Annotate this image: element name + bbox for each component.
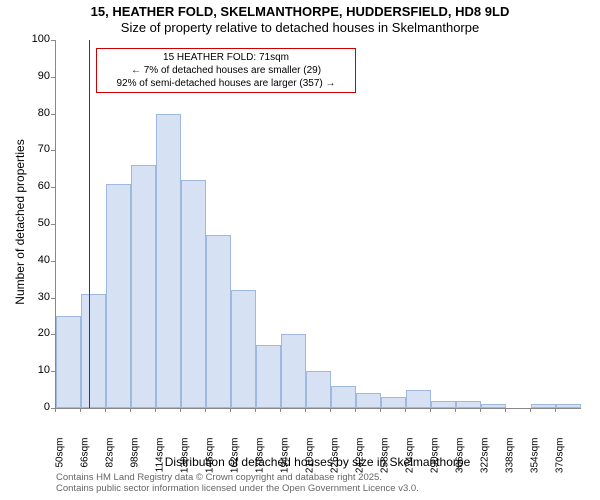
ytick-label: 100 [10, 33, 50, 45]
ytick-label: 50 [10, 217, 50, 229]
chart-title-line2: Size of property relative to detached ho… [0, 20, 600, 35]
chart-container: 15, HEATHER FOLD, SKELMANTHORPE, HUDDERS… [0, 0, 600, 500]
xtick-mark [505, 408, 506, 412]
annotation-line1: 15 HEATHER FOLD: 71sqm [103, 51, 349, 64]
xtick-mark [430, 408, 431, 412]
xtick-mark [355, 408, 356, 412]
ytick-mark [51, 371, 55, 372]
ytick-label: 20 [10, 327, 50, 339]
ytick-label: 70 [10, 143, 50, 155]
histogram-bar [306, 371, 331, 408]
xtick-mark [380, 408, 381, 412]
ytick-mark [51, 187, 55, 188]
histogram-bar [531, 404, 556, 408]
xtick-mark [105, 408, 106, 412]
xtick-mark [130, 408, 131, 412]
histogram-bar [456, 401, 481, 408]
histogram-bar [156, 114, 181, 408]
attribution: Contains HM Land Registry data © Crown c… [56, 472, 419, 495]
ytick-label: 80 [10, 107, 50, 119]
annotation-line3: 92% of semi-detached houses are larger (… [103, 77, 349, 90]
histogram-bar [181, 180, 206, 408]
xtick-mark [530, 408, 531, 412]
ytick-mark [51, 114, 55, 115]
ytick-label: 30 [10, 291, 50, 303]
xtick-mark [555, 408, 556, 412]
xtick-mark [280, 408, 281, 412]
xtick-mark [255, 408, 256, 412]
histogram-bar [81, 294, 106, 408]
histogram-bar [481, 404, 506, 408]
ytick-mark [51, 261, 55, 262]
histogram-bar [331, 386, 356, 408]
ytick-mark [51, 334, 55, 335]
histogram-bar [381, 397, 406, 408]
histogram-bar [256, 345, 281, 408]
histogram-bar [56, 316, 81, 408]
ytick-label: 60 [10, 180, 50, 192]
histogram-bar [431, 401, 456, 408]
chart-title-line1: 15, HEATHER FOLD, SKELMANTHORPE, HUDDERS… [0, 4, 600, 19]
ytick-label: 10 [10, 364, 50, 376]
histogram-bar [281, 334, 306, 408]
xtick-mark [155, 408, 156, 412]
histogram-bar [231, 290, 256, 408]
plot-area: 15 HEATHER FOLD: 71sqm ← 7% of detached … [55, 40, 581, 409]
x-axis-title: Distribution of detached houses by size … [55, 455, 580, 469]
xtick-mark [405, 408, 406, 412]
xtick-mark [305, 408, 306, 412]
annotation-line2: ← 7% of detached houses are smaller (29) [103, 64, 349, 77]
xtick-mark [455, 408, 456, 412]
ytick-mark [51, 40, 55, 41]
histogram-bar [556, 404, 581, 408]
ytick-mark [51, 77, 55, 78]
ytick-label: 90 [10, 70, 50, 82]
xtick-mark [180, 408, 181, 412]
annotation-box: 15 HEATHER FOLD: 71sqm ← 7% of detached … [96, 48, 356, 93]
xtick-mark [80, 408, 81, 412]
ytick-label: 40 [10, 254, 50, 266]
ytick-label: 0 [10, 401, 50, 413]
marker-line [89, 40, 90, 408]
ytick-mark [51, 298, 55, 299]
xtick-mark [330, 408, 331, 412]
xtick-mark [205, 408, 206, 412]
attribution-line2: Contains public sector information licen… [56, 483, 419, 494]
histogram-bar [206, 235, 231, 408]
histogram-bar [356, 393, 381, 408]
xtick-mark [230, 408, 231, 412]
xtick-mark [480, 408, 481, 412]
histogram-bar [406, 390, 431, 408]
xtick-mark [55, 408, 56, 412]
histogram-bar [131, 165, 156, 408]
ytick-mark [51, 150, 55, 151]
ytick-mark [51, 224, 55, 225]
attribution-line1: Contains HM Land Registry data © Crown c… [56, 472, 419, 483]
histogram-bar [106, 184, 131, 408]
